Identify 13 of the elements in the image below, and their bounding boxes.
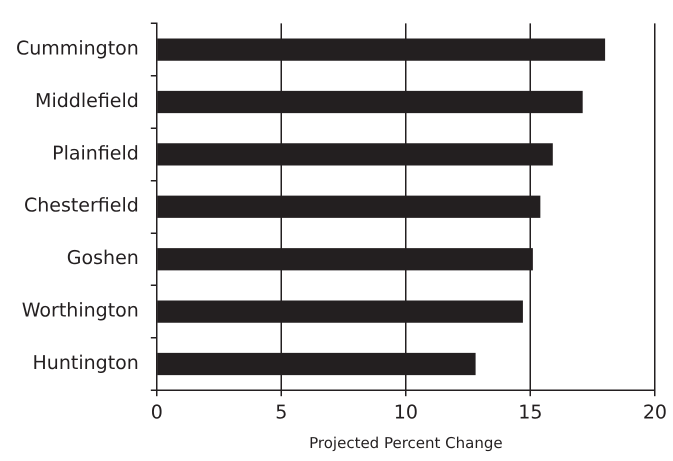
x-tick-label: 0 — [150, 402, 163, 424]
y-tick-label: Goshen — [66, 247, 139, 270]
x-tick-label: 20 — [642, 402, 668, 424]
y-tick-label: Middlefield — [35, 90, 139, 112]
x-axis-title: Projected Percent Change — [309, 434, 503, 452]
y-tick-label: Cummington — [16, 38, 139, 60]
x-tick-label: 15 — [518, 402, 542, 424]
y-tick-label: Huntington — [32, 352, 139, 374]
x-tick-label: 5 — [275, 402, 288, 424]
x-tick-label: 10 — [394, 402, 418, 424]
y-tick-label: Chesterfield — [24, 194, 139, 217]
y-tick-label: Worthington — [22, 300, 139, 322]
y-tick-label: Plainfield — [52, 142, 139, 164]
